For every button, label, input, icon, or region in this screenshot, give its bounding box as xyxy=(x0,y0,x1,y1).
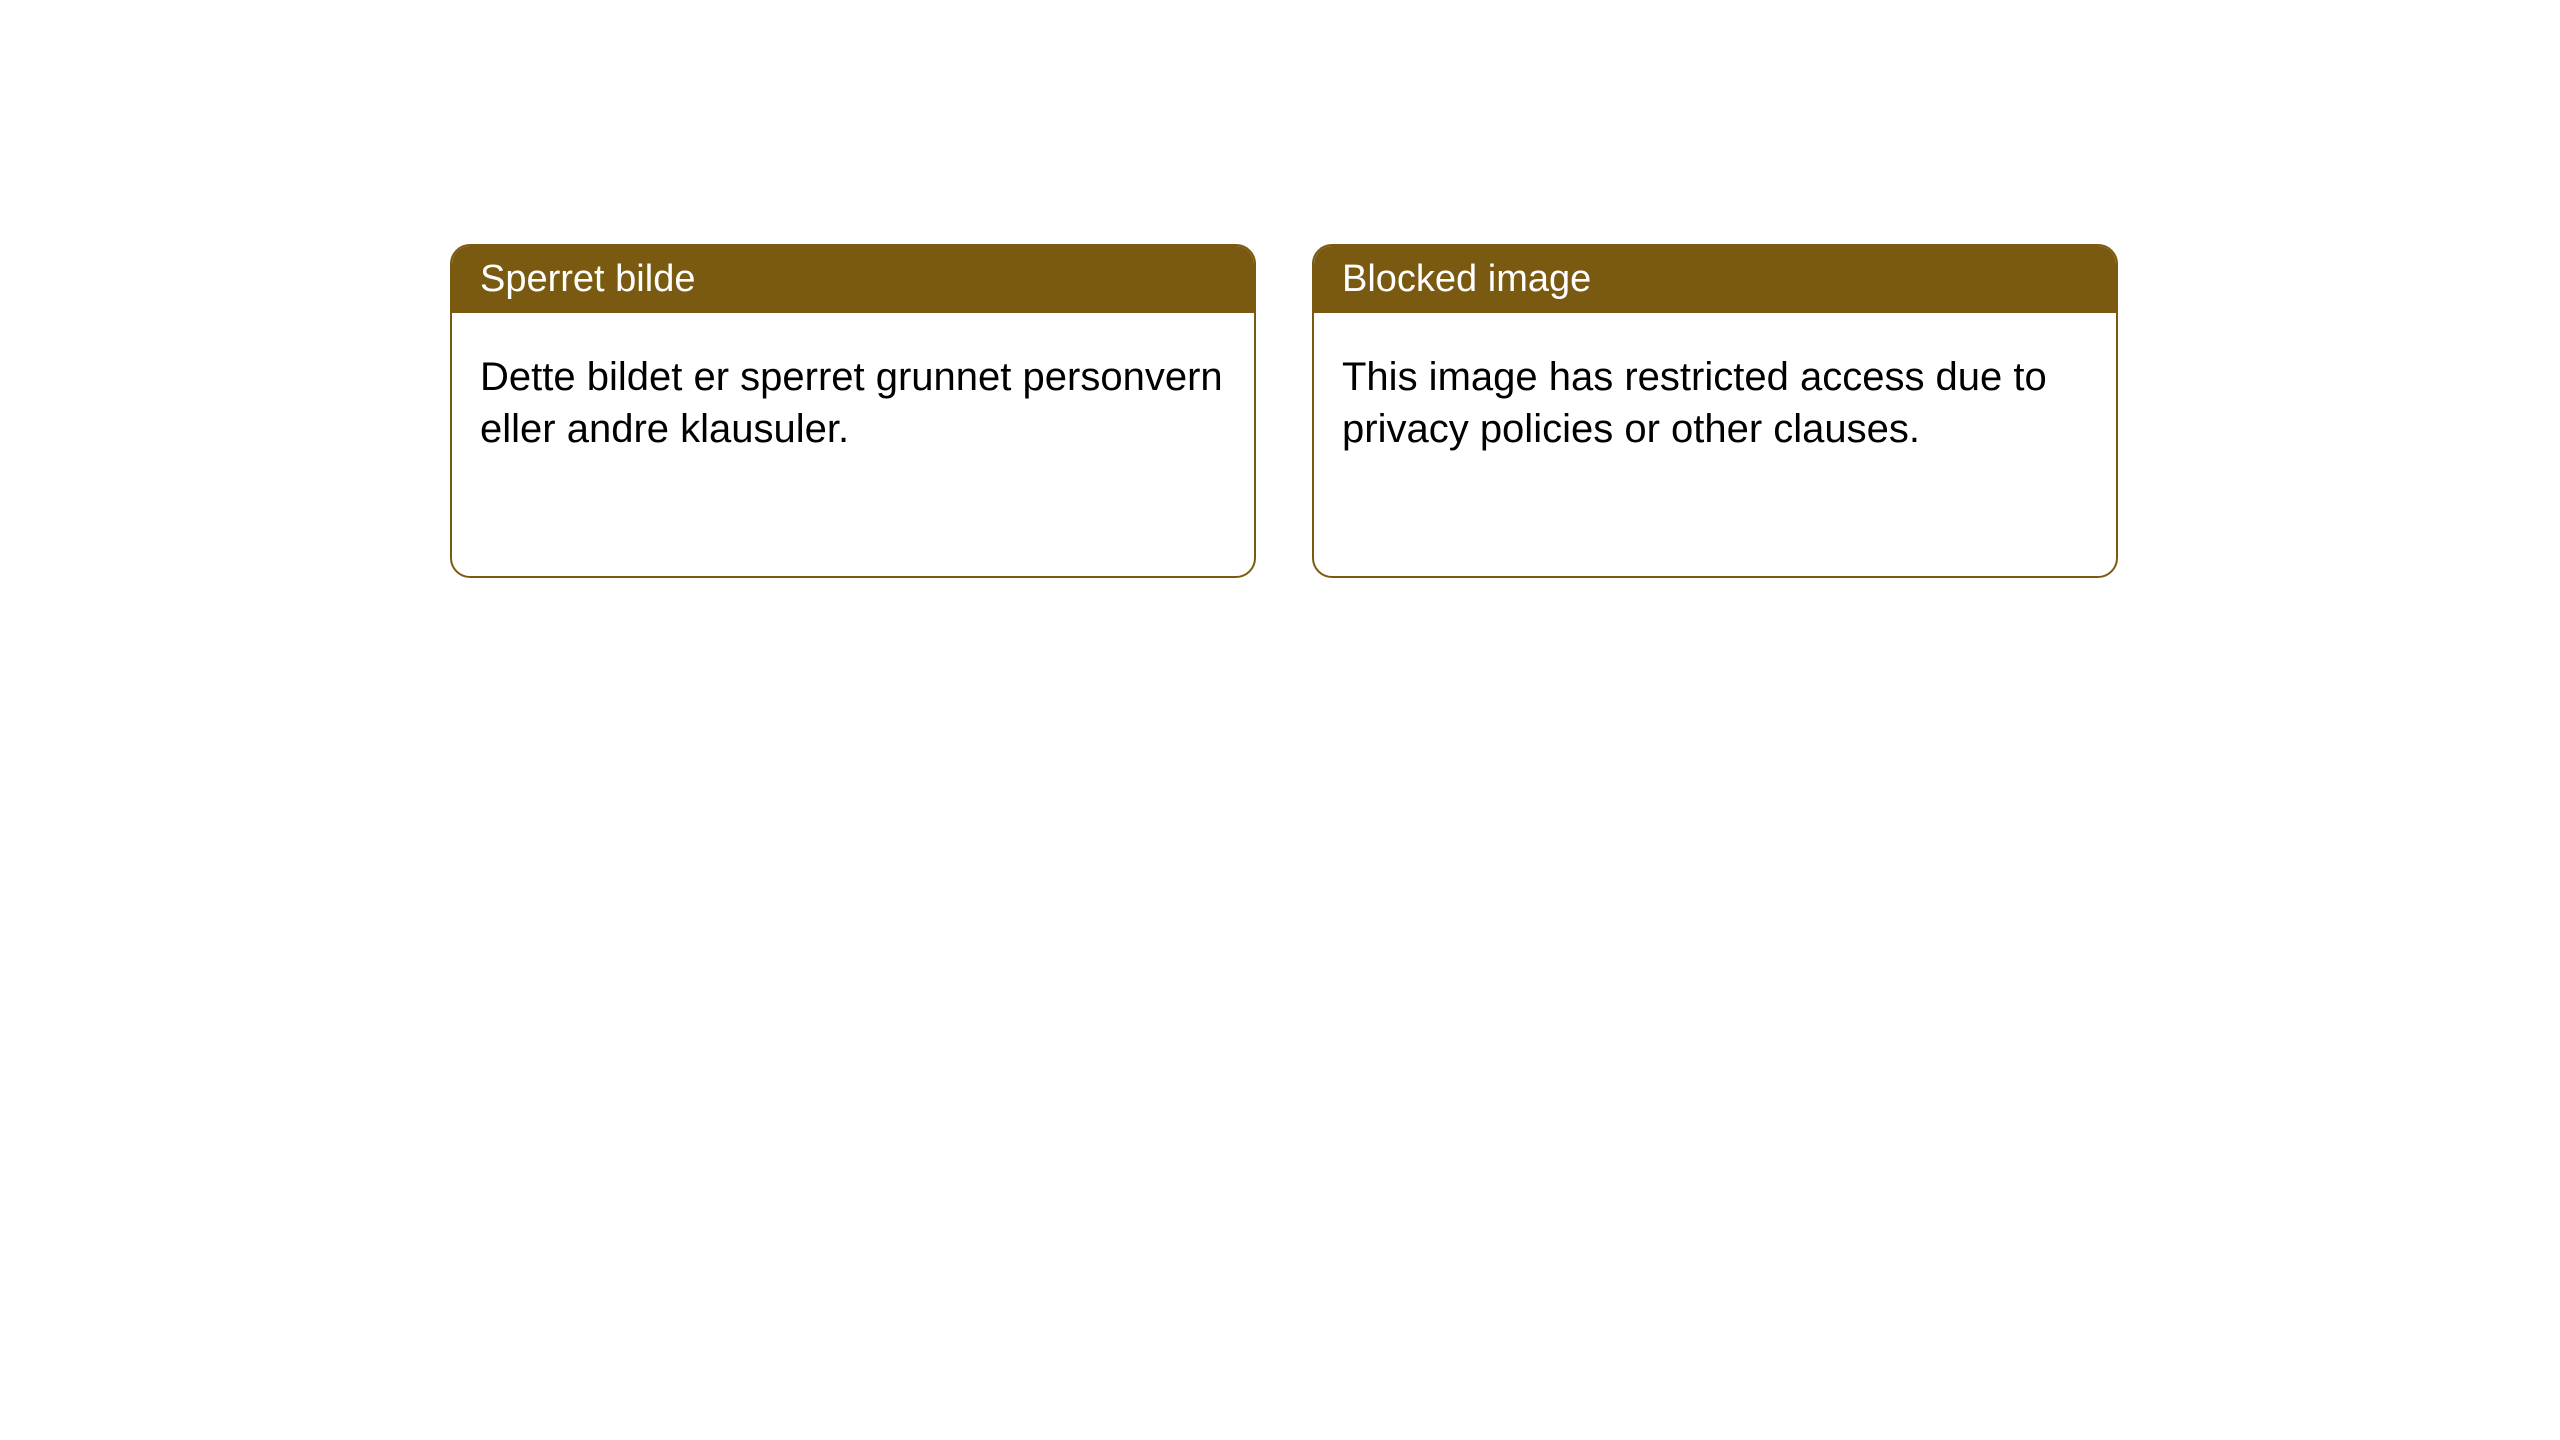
card-header: Blocked image xyxy=(1314,246,2116,313)
card-body-text: Dette bildet er sperret grunnet personve… xyxy=(480,355,1223,451)
card-title: Sperret bilde xyxy=(480,258,695,300)
notice-cards-container: Sperret bilde Dette bildet er sperret gr… xyxy=(0,0,2560,578)
notice-card-english: Blocked image This image has restricted … xyxy=(1312,244,2118,578)
card-body: Dette bildet er sperret grunnet personve… xyxy=(452,313,1254,493)
notice-card-norwegian: Sperret bilde Dette bildet er sperret gr… xyxy=(450,244,1256,578)
card-body-text: This image has restricted access due to … xyxy=(1342,355,2047,451)
card-title: Blocked image xyxy=(1342,258,1591,300)
card-header: Sperret bilde xyxy=(452,246,1254,313)
card-body: This image has restricted access due to … xyxy=(1314,313,2116,493)
